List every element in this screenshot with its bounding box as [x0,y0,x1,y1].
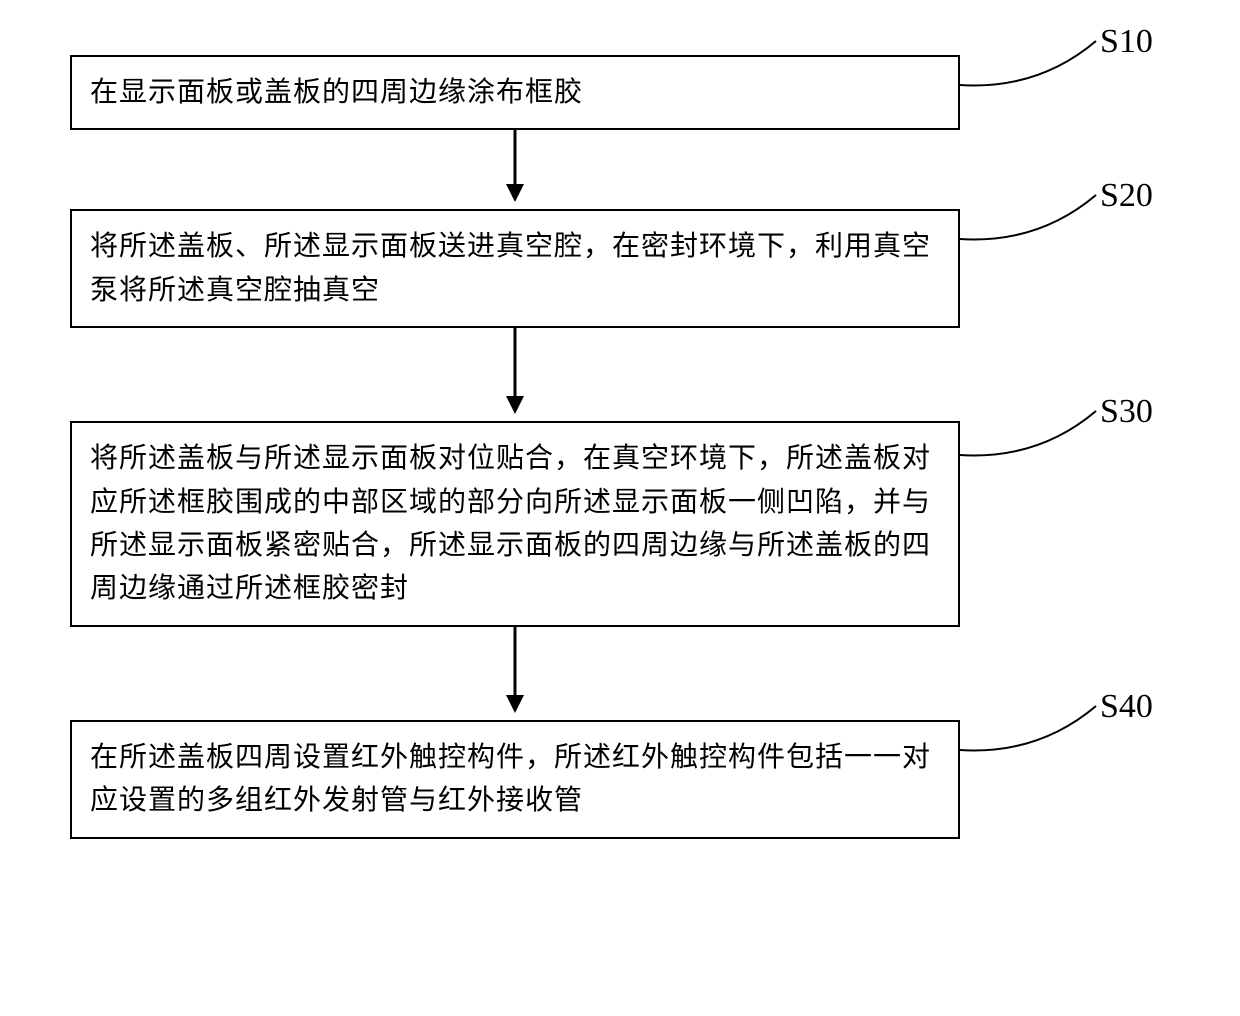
step-text-s30: 将所述盖板与所述显示面板对位贴合，在真空环境下，所述盖板对应所述框胶围成的中部区… [90,437,940,611]
connector-s20 [958,189,1103,249]
connector-s10 [958,35,1103,95]
step-row-s40: S40 在所述盖板四周设置红外触控构件，所述红外触控构件包括一一对应设置的多组红… [70,720,1170,839]
flowchart-container: S10 在显示面板或盖板的四周边缘涂布框胶 S20 将所述盖板、所述显示面板送进… [70,55,1170,839]
step-box-s40: 在所述盖板四周设置红外触控构件，所述红外触控构件包括一一对应设置的多组红外发射管… [70,720,960,839]
connector-s40 [958,700,1103,760]
step-box-s30: 将所述盖板与所述显示面板对位贴合，在真空环境下，所述盖板对应所述框胶围成的中部区… [70,421,960,627]
step-box-s20: 将所述盖板、所述显示面板送进真空腔，在密封环境下，利用真空泵将所述真空腔抽真空 [70,209,960,328]
step-box-s10: 在显示面板或盖板的四周边缘涂布框胶 [70,55,960,130]
step-row-s30: S30 将所述盖板与所述显示面板对位贴合，在真空环境下，所述盖板对应所述框胶围成… [70,421,1170,627]
step-text-s10: 在显示面板或盖板的四周边缘涂布框胶 [90,71,940,114]
step-text-s40: 在所述盖板四周设置红外触控构件，所述红外触控构件包括一一对应设置的多组红外发射管… [90,736,940,823]
step-row-s10: S10 在显示面板或盖板的四周边缘涂布框胶 [70,55,1170,130]
step-label-s30: S30 [1100,393,1153,431]
step-label-s10: S10 [1100,23,1153,61]
step-label-s40: S40 [1100,688,1153,726]
step-label-s20: S20 [1100,177,1153,215]
step-row-s20: S20 将所述盖板、所述显示面板送进真空腔，在密封环境下，利用真空泵将所述真空腔… [70,209,1170,328]
step-text-s20: 将所述盖板、所述显示面板送进真空腔，在密封环境下，利用真空泵将所述真空腔抽真空 [90,225,940,312]
connector-s30 [958,405,1103,465]
